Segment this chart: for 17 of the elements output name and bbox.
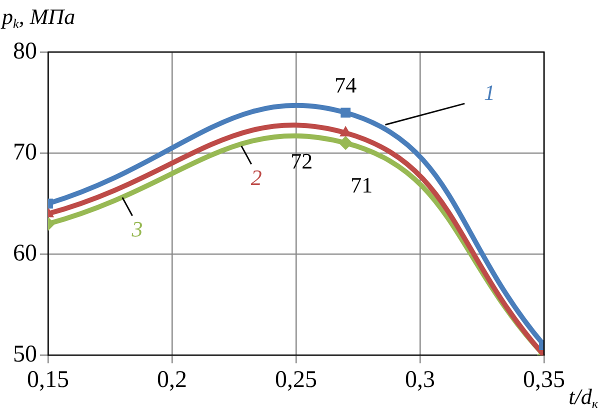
y-tick-label: 50 — [13, 341, 37, 368]
y-tick-label: 60 — [13, 240, 37, 266]
x-tick-label: 0,2 — [157, 366, 187, 393]
series-label: 2 — [250, 165, 262, 190]
x-axis-title: t/d$_{к}$ — [568, 384, 598, 411]
data-label: 71 — [350, 172, 373, 198]
y-tick-label: 70 — [13, 139, 37, 166]
y-tick-label: 80 — [13, 38, 37, 64]
data-label: 74 — [334, 72, 357, 98]
x-tick-label: 0,3 — [405, 366, 435, 393]
series-label: 3 — [130, 216, 143, 242]
x-tick-label: 0,35 — [523, 366, 565, 393]
x-tick-label: 0,25 — [275, 366, 317, 393]
y-axis-title: p$_{k}$, МПа — [2, 4, 76, 31]
text: 1 — [484, 80, 495, 106]
x-tick-label: 0,15 — [27, 366, 69, 393]
data-label: 72 — [290, 148, 313, 174]
